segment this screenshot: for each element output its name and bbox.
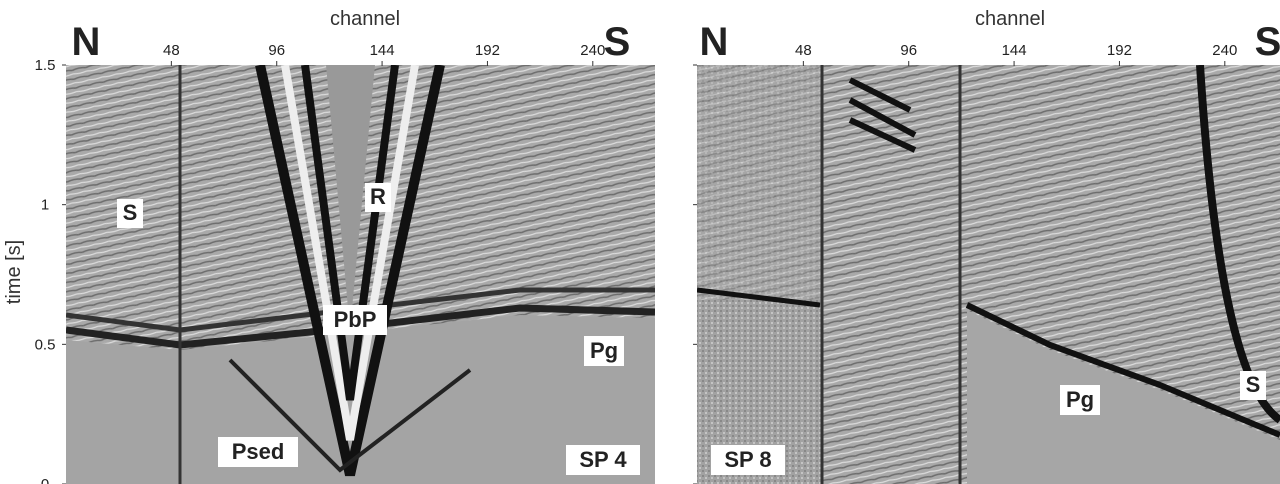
x-tick-label: 144 (370, 42, 395, 59)
x-tick-label: 240 (580, 42, 605, 59)
y-tick-label: 1.5 (35, 57, 56, 74)
x-tick-label: 144 (1002, 42, 1027, 59)
direction-label: S (604, 20, 631, 64)
page: {"y_axis": {"label": "time [s]", "ticks"… (0, 0, 1280, 484)
annotation: S (1246, 372, 1261, 397)
annotation: Pg (590, 338, 618, 363)
annotation: S (123, 200, 138, 225)
y-tick-label: 0.5 (35, 336, 56, 353)
x-tick-label: 48 (795, 42, 812, 59)
direction-label: N (72, 20, 101, 64)
x-tick-label: 48 (163, 42, 180, 59)
annotation: Pg (1066, 387, 1094, 412)
x-tick-label: 192 (475, 42, 500, 59)
annotation: Psed (232, 439, 285, 464)
x-axis-label: channel (330, 8, 400, 30)
annotation: SP 4 (579, 447, 627, 472)
x-tick-label: 96 (900, 42, 917, 59)
direction-label: S (1255, 20, 1280, 64)
y-axis-label: time [s] (3, 240, 25, 304)
seismic-section-left (66, 65, 655, 484)
y-tick-label: 0 (41, 476, 49, 484)
seismic-section-right (697, 65, 1280, 484)
annotation: PbP (334, 307, 377, 332)
x-axis-label: channel (975, 8, 1045, 30)
direction-label: N (700, 20, 729, 64)
annotation: SP 8 (724, 447, 771, 472)
x-tick-label: 192 (1107, 42, 1132, 59)
x-tick-label: 240 (1212, 42, 1237, 59)
x-tick-label: 96 (268, 42, 285, 59)
annotation: R (370, 184, 386, 209)
y-tick-label: 1 (41, 197, 49, 214)
figure: time [s] N S channel N S channel S R PbP… (0, 0, 1280, 484)
